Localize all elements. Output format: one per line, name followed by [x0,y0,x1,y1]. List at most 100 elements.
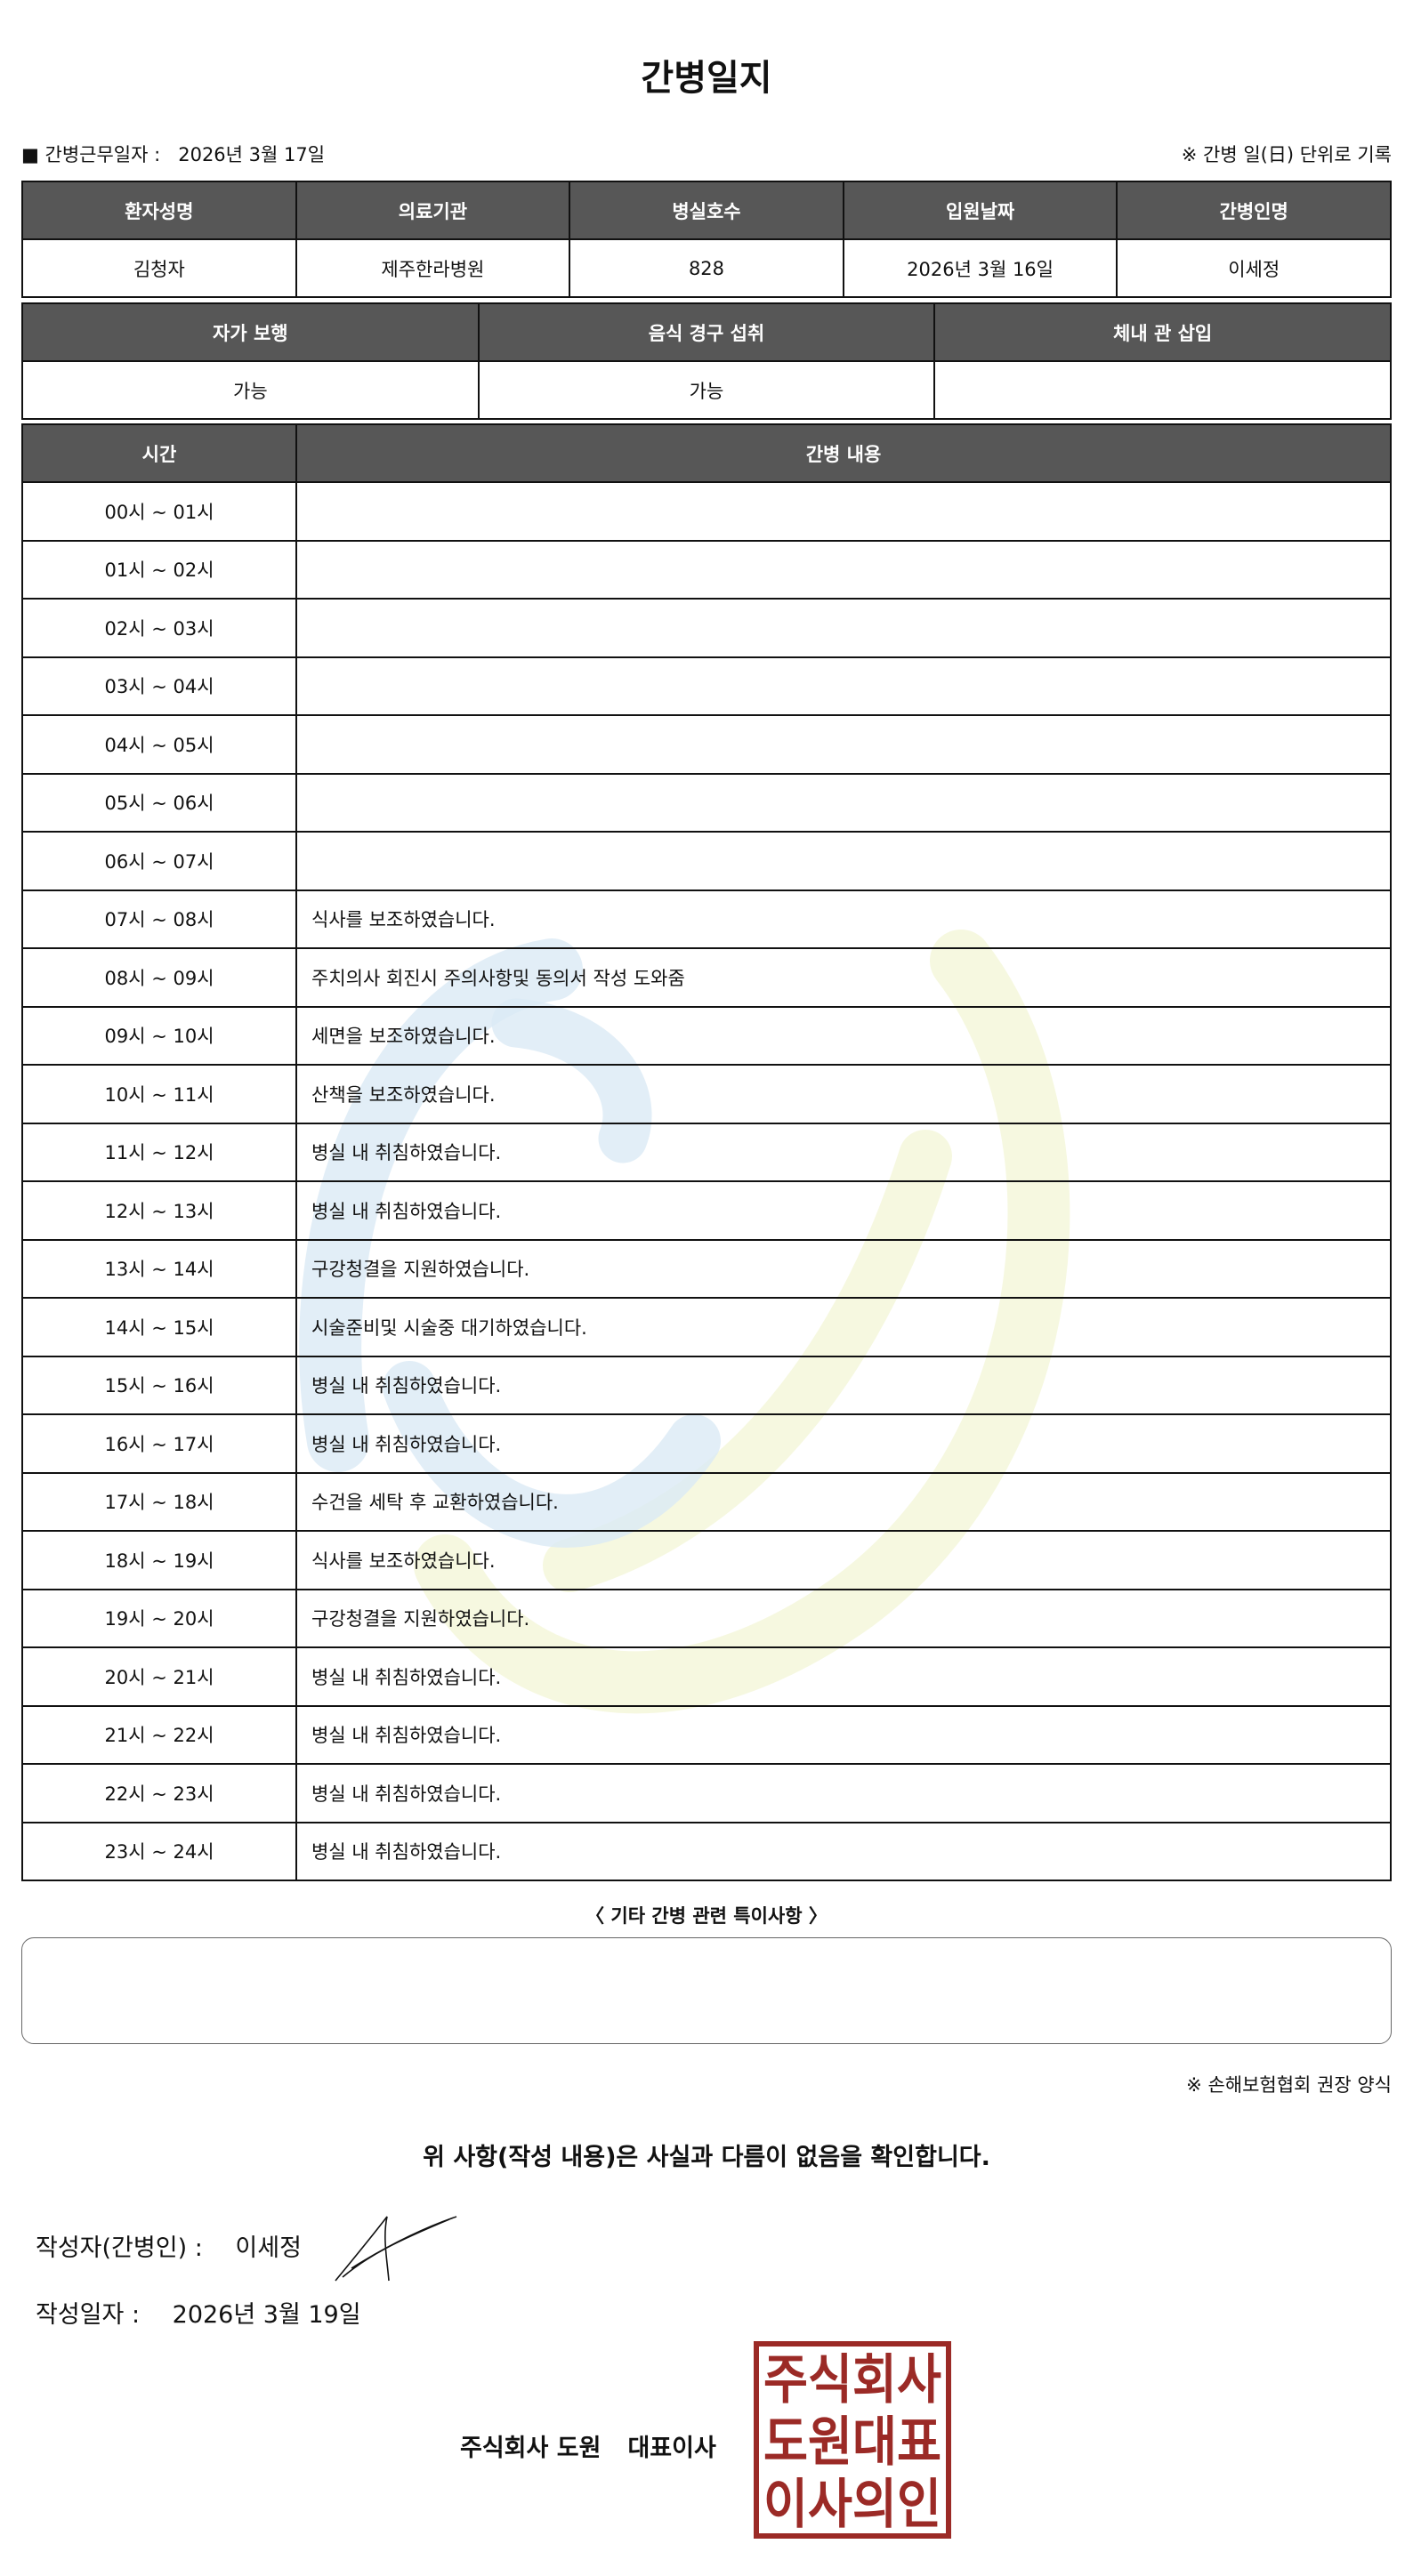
svg-text:이사의인: 이사의인 [763,2474,941,2536]
table-row: 10시 ~ 11시 산책을 보조하였습니다. [21,1064,1392,1124]
time-slot: 08시 ~ 09시 [21,947,297,1008]
svg-text:도원대표: 도원대표 [763,2411,941,2474]
writer-name: 이세정 [235,2234,302,2262]
written-date-line: 작성일자 : 2026년 3월 19일 [36,2295,386,2330]
time-slot: 04시 ~ 05시 [21,714,297,775]
room-number: 828 [569,238,844,298]
table-row: 18시 ~ 19시 식사를 보조하였습니다. [21,1530,1392,1590]
care-content: 병실 내 취침하였습니다. [295,1763,1392,1823]
table-row: 21시 ~ 22시 병실 내 취침하였습니다. [21,1704,1392,1765]
care-content: 병실 내 취침하였습니다. [295,1704,1392,1765]
table-row: 13시 ~ 14시 구강청결을 지원하였습니다. [21,1238,1392,1299]
time-slot: 17시 ~ 18시 [21,1471,297,1532]
patient-info-table: 환자성명 의료기관 병실호수 입원날짜 간병인명 김청자 제주한라병원 828 … [21,181,1392,298]
oral-intake-value: 가능 [477,360,936,420]
svg-text:주식회사: 주식회사 [763,2349,941,2411]
time-slot: 12시 ~ 13시 [21,1180,297,1241]
signature [335,2216,457,2282]
caregiver-name: 이세정 [1116,238,1392,298]
walking-value: 가능 [21,360,480,420]
table-row: 02시 ~ 03시 [21,598,1392,658]
care-log-table: 시간 간병 내용 00시 ~ 01시 01시 ~ 02시 02시 ~ 03시 03시 … [21,423,1392,1881]
company-signatory: 주식회사 도원 대표이사 [460,2428,743,2463]
header-hospital: 의료기관 [295,181,571,240]
table-row: 00시 ~ 01시 [21,481,1392,542]
time-slot: 14시 ~ 15시 [21,1297,297,1357]
company-seal: 주식회사 도원대표 이사의인 [754,2341,951,2539]
time-slot: 20시 ~ 21시 [21,1646,297,1707]
work-date-label: ■ 간병근무일자 : [21,144,161,165]
table-row: 06시 ~ 07시 [21,831,1392,891]
time-slot: 09시 ~ 10시 [21,1005,297,1066]
table-row: 11시 ~ 12시 병실 내 취침하였습니다. [21,1122,1392,1182]
time-slot: 15시 ~ 16시 [21,1355,297,1415]
header-caregiver: 간병인명 [1116,181,1392,240]
table-row: 05시 ~ 06시 [21,772,1392,833]
time-slot: 22시 ~ 23시 [21,1763,297,1823]
table-row: 17시 ~ 18시 수건을 세탁 후 교환하였습니다. [21,1471,1392,1532]
time-slot: 05시 ~ 06시 [21,772,297,833]
patient-name: 김청자 [21,238,297,298]
table-row: 12시 ~ 13시 병실 내 취침하였습니다. [21,1180,1392,1241]
care-content: 주치의사 회진시 주의사항및 동의서 작성 도와줌 [295,947,1392,1008]
care-content: 구강청결을 지원하였습니다. [295,1588,1392,1648]
header-time: 시간 [21,423,297,483]
table-row: 23시 ~ 24시 병실 내 취침하였습니다. [21,1821,1392,1881]
hospital: 제주한라병원 [295,238,571,298]
care-content [295,772,1392,833]
header-admission-date: 입원날짜 [842,181,1118,240]
care-content [295,598,1392,658]
table-row: 16시 ~ 17시 병실 내 취침하였습니다. [21,1413,1392,1474]
time-slot: 02시 ~ 03시 [21,598,297,658]
time-slot: 13시 ~ 14시 [21,1238,297,1299]
company-name: 주식회사 도원 [460,2435,602,2462]
time-slot: 07시 ~ 08시 [21,889,297,949]
care-content: 세면을 보조하였습니다. [295,1005,1392,1066]
notes-box [21,1937,1392,2044]
time-slot: 10시 ~ 11시 [21,1064,297,1124]
time-slot: 21시 ~ 22시 [21,1704,297,1765]
care-content [295,481,1392,542]
header-oral-intake: 음식 경구 섭취 [477,302,936,362]
table-row: 09시 ~ 10시 세면을 보조하였습니다. [21,1005,1392,1066]
time-slot: 03시 ~ 04시 [21,656,297,716]
form-source-note: ※ 손해보험협회 권장 양식 [1186,2074,1392,2096]
care-content [295,539,1392,600]
care-content [295,831,1392,891]
time-slot: 06시 ~ 07시 [21,831,297,891]
time-slot: 19시 ~ 20시 [21,1588,297,1648]
admission-date: 2026년 3월 16일 [842,238,1118,298]
care-content: 구강청결을 지원하였습니다. [295,1238,1392,1299]
table-row: 03시 ~ 04시 [21,656,1392,716]
care-content: 병실 내 취침하였습니다. [295,1355,1392,1415]
table-row: 01시 ~ 02시 [21,539,1392,600]
care-content: 식사를 보조하였습니다. [295,1530,1392,1590]
time-slot: 01시 ~ 02시 [21,539,297,600]
care-content: 병실 내 취침하였습니다. [295,1646,1392,1707]
written-date-label: 작성일자 : [36,2301,141,2329]
work-date: ■ 간병근무일자 : 2026년 3월 17일 [21,141,325,167]
table-row: 04시 ~ 05시 [21,714,1392,775]
time-slot: 16시 ~ 17시 [21,1413,297,1474]
record-unit-note: ※ 간병 일(日) 단위로 기록 [1181,144,1392,165]
table-row: 07시 ~ 08시 식사를 보조하였습니다. [21,889,1392,949]
care-content [295,656,1392,716]
work-date-value: 2026년 3월 17일 [178,144,326,165]
care-content [295,714,1392,775]
table-row: 15시 ~ 16시 병실 내 취침하였습니다. [21,1355,1392,1415]
header-patient-name: 환자성명 [21,181,297,240]
confirmation-statement: 위 사항(작성 내용)은 사실과 다름이 없음을 확인합니다. [423,2144,990,2171]
table-row: 22시 ~ 23시 병실 내 취침하였습니다. [21,1763,1392,1823]
care-content: 식사를 보조하였습니다. [295,889,1392,949]
time-slot: 11시 ~ 12시 [21,1122,297,1182]
page-title: 간병일지 [641,58,772,99]
care-content: 병실 내 취침하였습니다. [295,1413,1392,1474]
header-care-content: 간병 내용 [295,423,1392,483]
care-content: 수건을 세탁 후 교환하였습니다. [295,1471,1392,1532]
care-content: 병실 내 취침하였습니다. [295,1821,1392,1881]
written-date-value: 2026년 3월 19일 [172,2301,361,2329]
header-walking: 자가 보행 [21,302,480,362]
table-row: 14시 ~ 15시 시술준비및 시술중 대기하였습니다. [21,1297,1392,1357]
time-slot: 00시 ~ 01시 [21,481,297,542]
time-slot: 23시 ~ 24시 [21,1821,297,1881]
